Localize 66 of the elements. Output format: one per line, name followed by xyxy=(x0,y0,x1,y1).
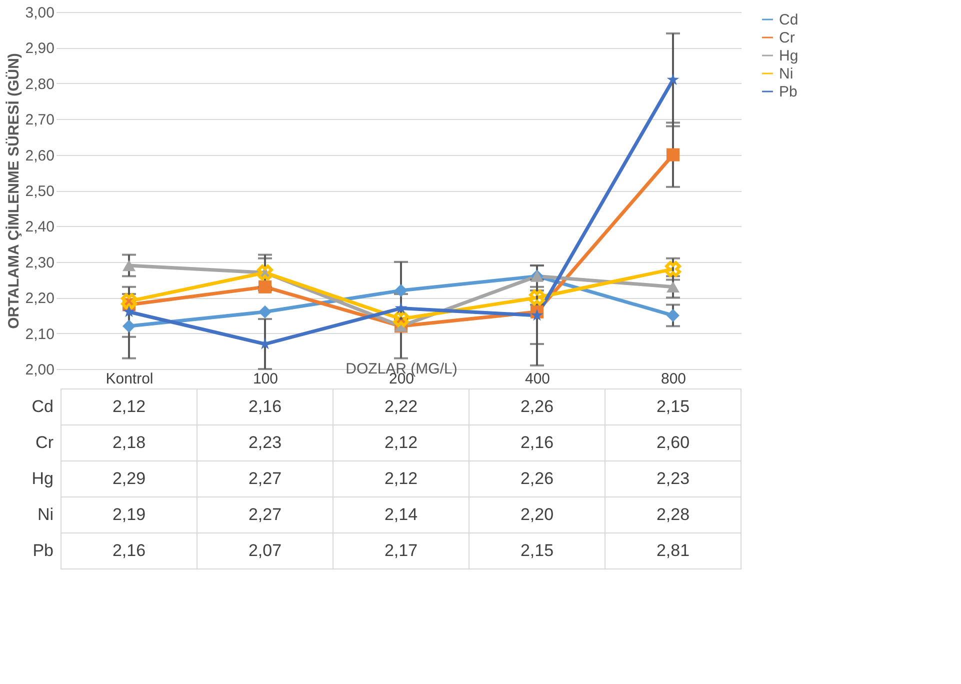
data-label: 2,28 xyxy=(656,505,690,524)
point xyxy=(665,261,681,277)
text: Ni xyxy=(37,505,54,524)
legend-label: Cr xyxy=(779,30,795,46)
point xyxy=(666,308,680,322)
y-tick-label: 2,00 xyxy=(25,362,54,378)
point xyxy=(666,281,680,293)
y-tick-label: 2,80 xyxy=(25,76,54,93)
data-label: 2,16 xyxy=(248,397,282,416)
data-label: 2,12 xyxy=(384,469,418,488)
point xyxy=(122,320,136,333)
data-label: 2,23 xyxy=(656,469,690,488)
y-tick-label: 2,90 xyxy=(25,40,54,58)
data-label: 2,16 xyxy=(520,433,554,452)
y-axis-title: ORTALAMA ÇİMLENME SÜRESİ (GÜN) xyxy=(5,53,22,329)
y-tick-label: 2,60 xyxy=(25,147,54,164)
data-label: 2,26 xyxy=(520,469,554,488)
point xyxy=(258,280,272,294)
legend-label: Ni xyxy=(779,66,794,82)
y-tick-label: 2,40 xyxy=(25,218,54,236)
y-tick-label: 2,10 xyxy=(25,326,54,343)
data-label: 2,12 xyxy=(384,433,418,452)
data-label: 2,14 xyxy=(384,505,418,524)
point xyxy=(393,311,409,327)
data-label: 2,15 xyxy=(520,541,554,560)
data-label: 2,22 xyxy=(384,397,418,416)
x-tick-label: 100 xyxy=(252,370,278,388)
y-tick-label: 3,00 xyxy=(25,4,54,22)
data-label: 2,27 xyxy=(248,505,282,524)
y-tick-label: 2,30 xyxy=(25,254,54,272)
legend-label: Pb xyxy=(779,84,798,100)
data-label: 2,20 xyxy=(520,505,554,524)
point xyxy=(530,308,544,321)
text: Pb xyxy=(32,541,54,560)
y-tick-label: 2,50 xyxy=(25,183,54,200)
text: Cr xyxy=(36,433,54,452)
data-label: 2,26 xyxy=(520,397,554,416)
data-label: 2,15 xyxy=(656,397,690,416)
point xyxy=(394,302,408,314)
point xyxy=(122,305,136,318)
point xyxy=(122,260,136,272)
data-label: 2,18 xyxy=(112,433,146,452)
data-label: 2,17 xyxy=(384,541,418,560)
y-tick-label: 2,20 xyxy=(25,290,54,308)
point xyxy=(394,284,408,297)
data-label: 2,60 xyxy=(656,433,690,452)
y-tick-label: 2,70 xyxy=(25,112,54,129)
data-label: 2,81 xyxy=(656,541,690,560)
data-label: 2,29 xyxy=(112,469,146,488)
legend-label: Hg xyxy=(779,48,798,64)
x-tick-label: 800 xyxy=(660,370,686,388)
data-label: 2,07 xyxy=(248,541,282,560)
point xyxy=(258,305,272,318)
legend-label: Cd xyxy=(779,12,798,28)
point xyxy=(666,148,680,162)
point xyxy=(121,293,137,310)
text: Cd xyxy=(32,397,54,416)
data-label: 2,27 xyxy=(248,469,282,488)
text: Hg xyxy=(32,469,54,488)
x-tick-label: 400 xyxy=(524,370,550,388)
point xyxy=(666,73,680,86)
data-label: 2,19 xyxy=(112,505,146,524)
data-label: 2,16 xyxy=(112,541,146,560)
data-label: 2,12 xyxy=(112,397,146,416)
data-label: 2,23 xyxy=(248,433,282,452)
x-tick-label: Kontrol xyxy=(106,370,154,388)
